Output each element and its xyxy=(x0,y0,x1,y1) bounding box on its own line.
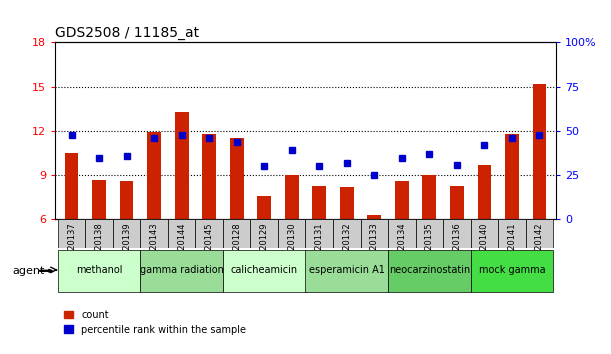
Bar xyxy=(285,175,299,219)
Bar xyxy=(443,219,470,248)
Bar xyxy=(478,165,491,219)
Bar xyxy=(58,219,86,248)
Bar xyxy=(278,219,306,248)
Bar xyxy=(120,181,133,219)
Bar xyxy=(141,219,168,248)
Text: methanol: methanol xyxy=(76,265,122,275)
Bar xyxy=(470,219,498,248)
Text: GSM120130: GSM120130 xyxy=(287,222,296,273)
Bar xyxy=(388,250,470,292)
Bar xyxy=(333,219,360,248)
Bar xyxy=(223,250,306,292)
Bar xyxy=(525,219,553,248)
Text: GSM120131: GSM120131 xyxy=(315,222,324,273)
Text: mock gamma: mock gamma xyxy=(478,265,545,275)
Text: GSM120144: GSM120144 xyxy=(177,222,186,273)
Text: GDS2508 / 11185_at: GDS2508 / 11185_at xyxy=(55,26,199,40)
Bar xyxy=(312,185,326,219)
Bar xyxy=(498,219,525,248)
Text: GSM120139: GSM120139 xyxy=(122,222,131,273)
Bar xyxy=(141,250,223,292)
Text: GSM120141: GSM120141 xyxy=(508,222,516,273)
Text: GSM120132: GSM120132 xyxy=(342,222,351,273)
Bar xyxy=(257,196,271,219)
Bar xyxy=(92,180,106,219)
Bar xyxy=(470,250,553,292)
Bar xyxy=(360,219,388,248)
Bar xyxy=(168,219,196,248)
Text: GSM120138: GSM120138 xyxy=(95,222,103,273)
Bar xyxy=(422,175,436,219)
Bar xyxy=(505,134,519,219)
Text: agent: agent xyxy=(12,266,45,276)
Text: GSM120133: GSM120133 xyxy=(370,222,379,273)
Text: calicheamicin: calicheamicin xyxy=(230,265,298,275)
Bar xyxy=(340,187,354,219)
Bar xyxy=(196,219,223,248)
Text: GSM120142: GSM120142 xyxy=(535,222,544,273)
Text: neocarzinostatin: neocarzinostatin xyxy=(389,265,470,275)
Bar xyxy=(113,219,141,248)
Bar xyxy=(367,215,381,219)
Bar xyxy=(175,112,189,219)
Text: GSM120143: GSM120143 xyxy=(150,222,159,273)
Bar xyxy=(388,219,415,248)
Bar xyxy=(86,219,113,248)
Bar xyxy=(251,219,278,248)
Bar xyxy=(306,219,333,248)
Bar xyxy=(58,250,141,292)
Bar xyxy=(223,219,251,248)
Text: GSM120137: GSM120137 xyxy=(67,222,76,273)
Text: GSM120135: GSM120135 xyxy=(425,222,434,273)
Text: GSM120136: GSM120136 xyxy=(452,222,461,273)
Bar xyxy=(533,84,546,219)
Text: GSM120134: GSM120134 xyxy=(397,222,406,273)
Bar xyxy=(65,153,78,219)
Bar xyxy=(450,185,464,219)
Bar xyxy=(306,250,388,292)
Bar xyxy=(147,132,161,219)
Bar xyxy=(395,181,409,219)
Text: gamma radiation: gamma radiation xyxy=(140,265,224,275)
Bar xyxy=(202,134,216,219)
Text: GSM120140: GSM120140 xyxy=(480,222,489,273)
Bar xyxy=(230,138,244,219)
Legend: count, percentile rank within the sample: count, percentile rank within the sample xyxy=(60,306,250,338)
Text: GSM120145: GSM120145 xyxy=(205,222,214,273)
Text: GSM120128: GSM120128 xyxy=(232,222,241,273)
Bar xyxy=(415,219,443,248)
Text: esperamicin A1: esperamicin A1 xyxy=(309,265,385,275)
Text: GSM120129: GSM120129 xyxy=(260,222,269,273)
